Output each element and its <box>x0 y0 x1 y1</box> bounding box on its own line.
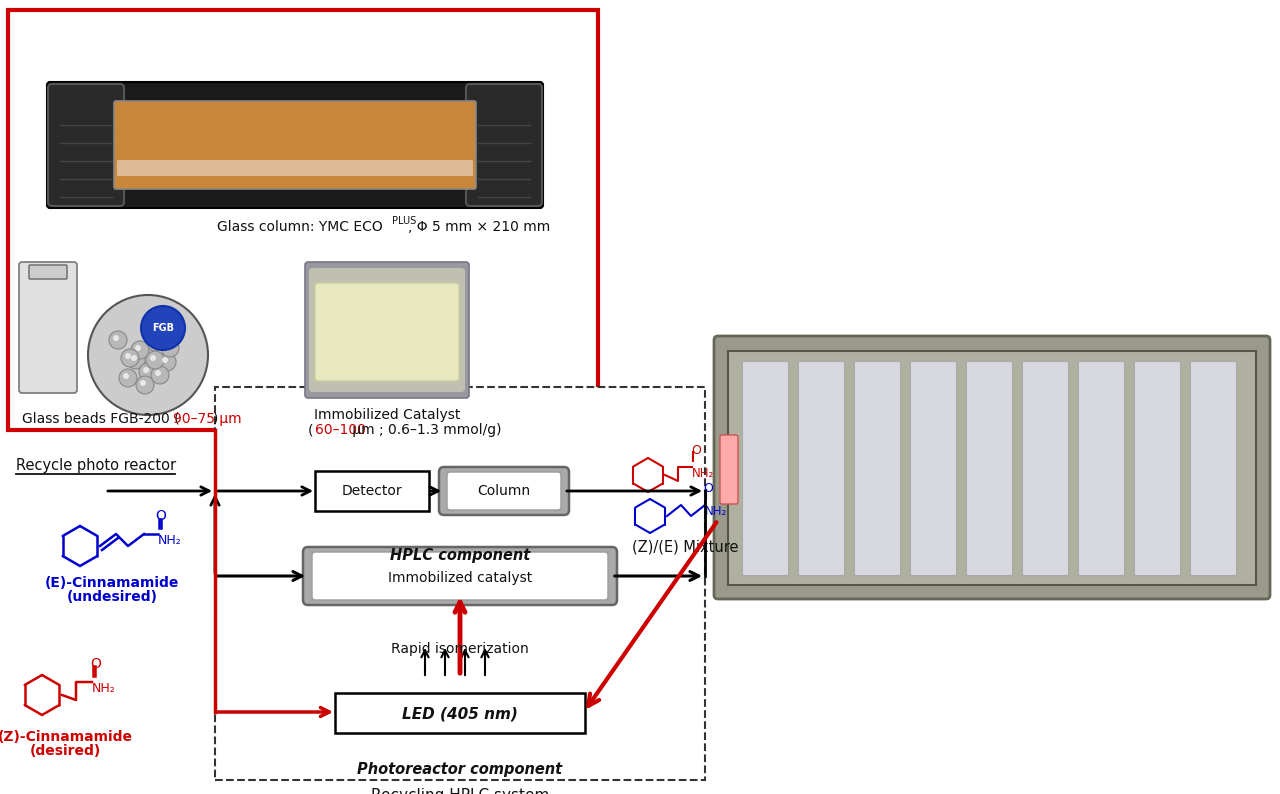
FancyBboxPatch shape <box>315 471 429 511</box>
Text: Column: Column <box>477 484 531 498</box>
Text: 90–75 μm: 90–75 μm <box>173 412 242 426</box>
Bar <box>910 361 956 575</box>
Circle shape <box>131 355 137 361</box>
Text: NH₂: NH₂ <box>157 534 182 547</box>
Circle shape <box>161 339 179 357</box>
Text: (Z)/(E) Mixture: (Z)/(E) Mixture <box>632 540 739 555</box>
Text: HPLC component: HPLC component <box>390 548 530 563</box>
Bar <box>1078 361 1124 575</box>
FancyBboxPatch shape <box>29 265 67 279</box>
Text: Photoreactor component: Photoreactor component <box>357 762 563 777</box>
Bar <box>8 10 598 430</box>
Circle shape <box>140 380 146 386</box>
Circle shape <box>150 337 156 343</box>
Circle shape <box>125 353 131 359</box>
Text: μm ; 0.6–1.3 mmol/g): μm ; 0.6–1.3 mmol/g) <box>348 423 502 437</box>
Text: Immobilized catalyst: Immobilized catalyst <box>388 571 532 585</box>
Text: O: O <box>90 657 101 671</box>
FancyBboxPatch shape <box>47 82 543 208</box>
Bar <box>966 361 1012 575</box>
Circle shape <box>88 295 207 415</box>
Circle shape <box>150 355 156 361</box>
FancyBboxPatch shape <box>116 160 474 176</box>
Text: O: O <box>155 509 166 523</box>
Text: PLUS: PLUS <box>392 216 416 226</box>
FancyBboxPatch shape <box>49 84 124 206</box>
FancyBboxPatch shape <box>114 101 476 189</box>
Circle shape <box>151 366 169 384</box>
Text: Rapid isomerization: Rapid isomerization <box>392 642 529 656</box>
Text: Recycle photo reactor: Recycle photo reactor <box>15 458 177 473</box>
FancyBboxPatch shape <box>305 262 468 398</box>
FancyBboxPatch shape <box>719 435 739 504</box>
Text: NH₂: NH₂ <box>705 505 727 518</box>
Circle shape <box>131 341 148 359</box>
Circle shape <box>141 306 186 350</box>
Circle shape <box>122 349 140 367</box>
Bar <box>742 361 788 575</box>
Text: NH₂: NH₂ <box>692 467 714 480</box>
Bar <box>1134 361 1180 575</box>
Circle shape <box>146 351 164 369</box>
Circle shape <box>165 343 172 349</box>
Text: 60–100: 60–100 <box>315 423 366 437</box>
Text: (Z)-Cinnamamide: (Z)-Cinnamamide <box>0 730 133 744</box>
Text: FGB: FGB <box>152 323 174 333</box>
Bar <box>1190 361 1236 575</box>
FancyBboxPatch shape <box>714 336 1270 599</box>
Bar <box>797 361 844 575</box>
Circle shape <box>134 345 141 351</box>
Circle shape <box>155 370 161 376</box>
FancyBboxPatch shape <box>447 472 561 510</box>
Text: (undesired): (undesired) <box>67 590 157 604</box>
Circle shape <box>119 369 137 387</box>
Circle shape <box>163 357 168 363</box>
Circle shape <box>157 353 177 371</box>
FancyBboxPatch shape <box>466 84 541 206</box>
Text: Glass column: YMC ECO: Glass column: YMC ECO <box>218 220 383 234</box>
FancyBboxPatch shape <box>439 467 570 515</box>
Circle shape <box>136 376 154 394</box>
Text: Immobilized Catalyst: Immobilized Catalyst <box>314 408 461 422</box>
Bar <box>854 361 900 575</box>
Bar <box>1021 361 1068 575</box>
Text: O: O <box>691 444 701 457</box>
Text: Recycling HPLC system: Recycling HPLC system <box>371 788 549 794</box>
Bar <box>728 351 1256 585</box>
Text: Detector: Detector <box>342 484 402 498</box>
FancyBboxPatch shape <box>19 262 77 393</box>
Circle shape <box>127 351 145 369</box>
Circle shape <box>123 373 129 379</box>
Bar <box>215 387 705 780</box>
Text: (: ( <box>308 423 314 437</box>
Text: NH₂: NH₂ <box>92 682 115 695</box>
Circle shape <box>146 333 164 351</box>
Text: (desired): (desired) <box>29 744 101 758</box>
FancyBboxPatch shape <box>312 552 608 600</box>
Text: LED (405 nm): LED (405 nm) <box>402 707 518 722</box>
Circle shape <box>140 363 157 381</box>
Circle shape <box>109 331 127 349</box>
FancyBboxPatch shape <box>335 693 585 733</box>
Text: O: O <box>703 481 713 495</box>
Text: ): ) <box>212 412 219 426</box>
Circle shape <box>113 335 119 341</box>
FancyBboxPatch shape <box>303 547 617 605</box>
FancyBboxPatch shape <box>315 283 460 381</box>
FancyBboxPatch shape <box>308 268 465 392</box>
Text: Glass beads FGB-200 (: Glass beads FGB-200 ( <box>22 412 179 426</box>
Circle shape <box>143 367 148 373</box>
Text: (E)-Cinnamamide: (E)-Cinnamamide <box>45 576 179 590</box>
Text: , Φ 5 mm × 210 mm: , Φ 5 mm × 210 mm <box>408 220 550 234</box>
